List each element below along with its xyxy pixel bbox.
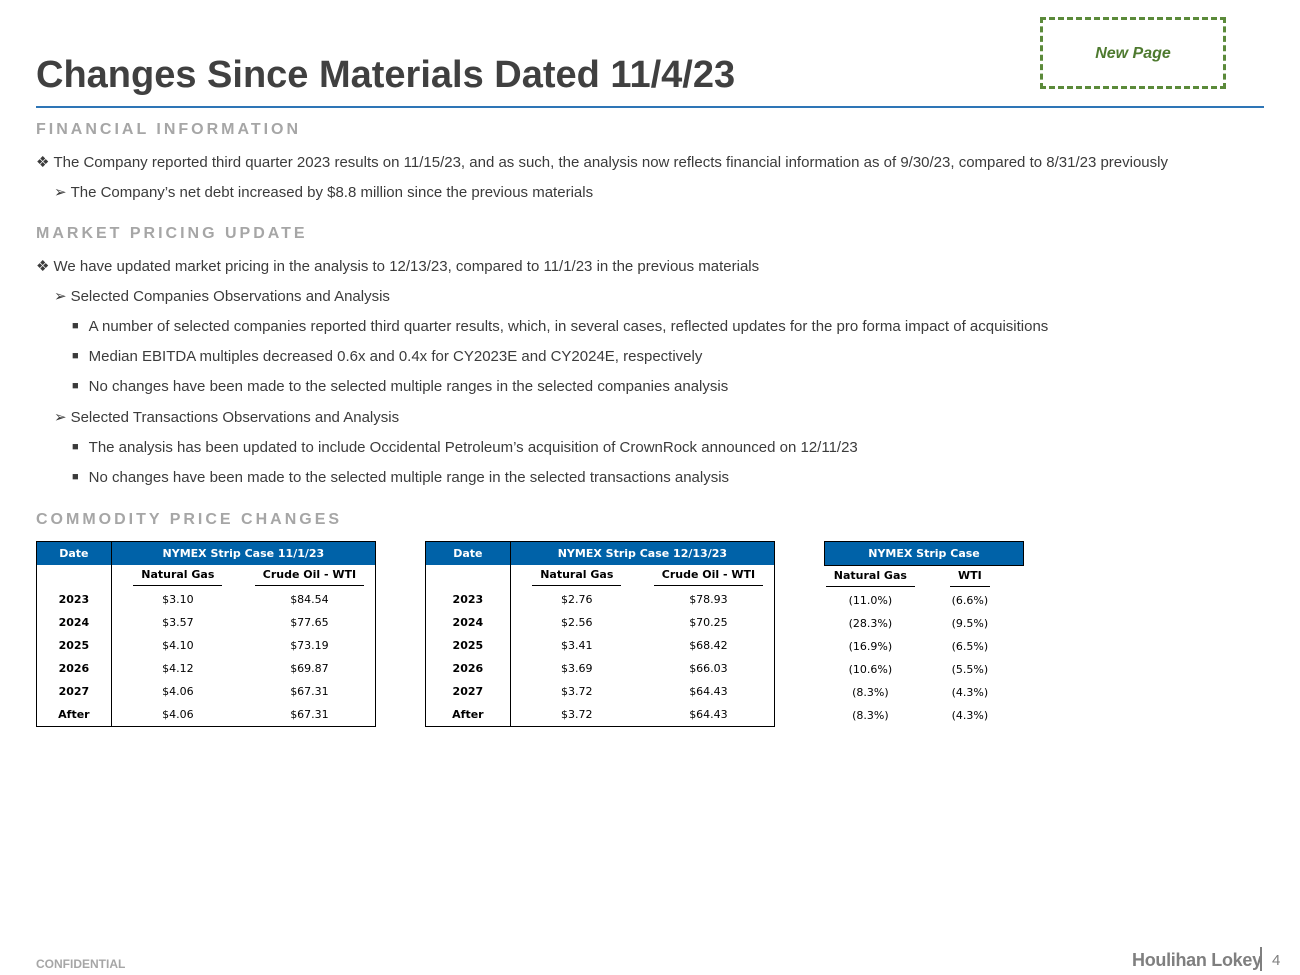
arrow-bullet-icon: ➢ — [54, 288, 67, 305]
bullet-transactions-item: ■ The analysis has been updated to includ… — [72, 439, 858, 456]
strip-case-change-table: NYMEX Strip Case Natural Gas WTI (11.0%)… — [824, 541, 1024, 727]
bullet-companies-item: ■ A number of selected companies reported… — [72, 318, 1048, 335]
bullet-text: We have updated market pricing in the an… — [53, 258, 760, 275]
column-header-gas: Natural Gas — [825, 566, 917, 590]
strip-case-table-current: Date NYMEX Strip Case 12/13/23 Natural G… — [425, 541, 775, 727]
diamond-bullet-icon: ❖ — [36, 154, 50, 171]
table-row: After $4.06 $67.31 — [36, 703, 376, 727]
table-row: After $3.72 $64.43 — [425, 703, 775, 727]
square-bullet-icon: ■ — [72, 471, 79, 483]
table-row: 2023 $2.76 $78.93 — [425, 588, 775, 611]
table-row: 2023 $3.10 $84.54 — [36, 588, 376, 611]
logo-divider — [1260, 947, 1262, 971]
bullet-text: Selected Transactions Observations and A… — [70, 409, 400, 426]
column-header-gas: Natural Gas — [510, 565, 643, 588]
bullet-transactions-item: ■ No changes have been made to the select… — [72, 469, 729, 486]
column-header-oil: Crude Oil - WTI — [244, 565, 376, 588]
table-row: 2026 $4.12 $69.87 — [36, 657, 376, 680]
table-row: (10.6%) (5.5%) — [848, 663, 989, 676]
arrow-bullet-icon: ➢ — [54, 184, 67, 201]
diamond-bullet-icon: ❖ — [36, 258, 50, 275]
bullet-text: The Company’s net debt increased by $8.8… — [70, 184, 594, 201]
square-bullet-icon: ■ — [72, 320, 79, 332]
section-heading-commodity: COMMODITY PRICE CHANGES — [36, 511, 343, 528]
bullet-text: A number of selected companies reported … — [88, 318, 1049, 335]
bullet-net-debt: ➢ The Company’s net debt increased by $8.… — [54, 183, 593, 201]
bullet-companies-item: ■ Median EBITDA multiples decreased 0.6x … — [72, 348, 702, 365]
bullet-text: Median EBITDA multiples decreased 0.6x a… — [88, 348, 703, 365]
table-row: 2027 $3.72 $64.43 — [425, 680, 775, 703]
section-heading-financial: FINANCIAL INFORMATION — [36, 121, 302, 138]
bullet-selected-transactions: ➢ Selected Transactions Observations and … — [54, 408, 399, 426]
column-header-gas: Natural Gas — [111, 565, 244, 588]
table-row: 2027 $4.06 $67.31 — [36, 680, 376, 703]
page-number: 4 — [1272, 952, 1281, 969]
square-bullet-icon: ■ — [72, 350, 79, 362]
bullet-text: The analysis has been updated to include… — [88, 439, 858, 456]
strip-case-table-previous: Date NYMEX Strip Case 11/1/23 Natural Ga… — [36, 541, 376, 727]
new-page-placeholder: New Page — [1040, 17, 1226, 89]
new-page-label: New Page — [1095, 45, 1171, 62]
bullet-market-pricing: ❖ We have updated market pricing in the a… — [36, 257, 759, 275]
table-row: (16.9%) (6.5%) — [848, 640, 989, 653]
bullet-text: No changes have been made to the selecte… — [88, 378, 729, 395]
bullet-selected-companies: ➢ Selected Companies Observations and Ana… — [54, 287, 390, 305]
column-header-oil: Crude Oil - WTI — [643, 565, 775, 588]
company-logo: Houlihan Lokey — [1132, 950, 1262, 970]
table-row: (11.0%) (6.6%) — [848, 594, 989, 607]
table-row: (8.3%) (4.3%) — [852, 686, 989, 699]
table-row: 2025 $4.10 $73.19 — [36, 634, 376, 657]
bullet-text: The Company reported third quarter 2023 … — [53, 154, 1168, 171]
bullet-companies-item: ■ No changes have been made to the select… — [72, 378, 728, 395]
page-title: Changes Since Materials Dated 11/4/23 — [36, 54, 736, 96]
table-row: 2024 $2.56 $70.25 — [425, 611, 775, 634]
title-rule — [36, 106, 1264, 108]
group-header: NYMEX Strip Case — [824, 541, 1024, 566]
bullet-text: Selected Companies Observations and Anal… — [70, 288, 390, 305]
table-row: (28.3%) (9.5%) — [848, 617, 989, 630]
square-bullet-icon: ■ — [72, 441, 79, 453]
section-heading-market: MARKET PRICING UPDATE — [36, 225, 308, 242]
column-header-wti: WTI — [916, 566, 1023, 590]
arrow-bullet-icon: ➢ — [54, 409, 67, 426]
date-header: Date — [36, 541, 112, 565]
confidential-label: CONFIDENTIAL — [36, 957, 126, 971]
group-header: NYMEX Strip Case 11/1/23 — [111, 541, 376, 565]
bullet-text: No changes have been made to the selecte… — [88, 469, 730, 486]
table-row: 2026 $3.69 $66.03 — [425, 657, 775, 680]
square-bullet-icon: ■ — [72, 380, 79, 392]
bullet-financial-results: ❖ The Company reported third quarter 2023… — [36, 153, 1168, 171]
group-header: NYMEX Strip Case 12/13/23 — [510, 541, 775, 565]
date-header: Date — [425, 541, 511, 565]
table-row: 2024 $3.57 $77.65 — [36, 611, 376, 634]
table-row: 2025 $3.41 $68.42 — [425, 634, 775, 657]
table-row: (8.3%) (4.3%) — [852, 709, 989, 722]
